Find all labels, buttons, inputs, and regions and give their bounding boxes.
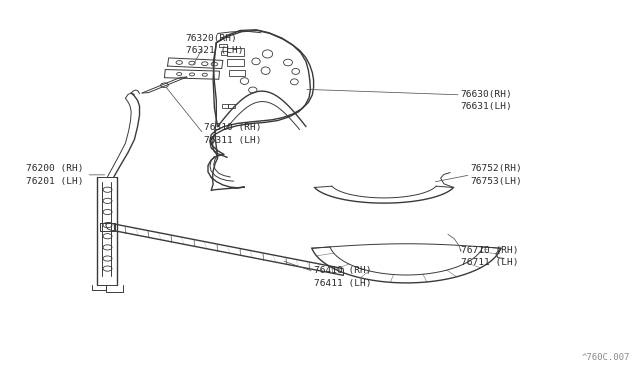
Text: 76200 (RH)
76201 (LH): 76200 (RH) 76201 (LH) [26, 164, 83, 186]
Text: ^760C.007: ^760C.007 [582, 353, 630, 362]
Bar [227, 48, 244, 56]
Bar [228, 104, 235, 108]
Bar [229, 70, 245, 76]
Text: 76710 (RH)
76711 (LH): 76710 (RH) 76711 (LH) [461, 246, 518, 267]
Text: 76410 (RH)
76411 (LH): 76410 (RH) 76411 (LH) [314, 266, 371, 288]
Text: 76630(RH)
76631(LH): 76630(RH) 76631(LH) [461, 90, 513, 111]
Text: 76310 (RH)
76311 (LH): 76310 (RH) 76311 (LH) [204, 123, 261, 145]
Bar [221, 51, 227, 55]
Text: 76752(RH)
76753(LH): 76752(RH) 76753(LH) [470, 164, 522, 186]
Bar [219, 44, 227, 47]
Text: 76320(RH)
76321 (LH): 76320(RH) 76321 (LH) [186, 34, 243, 55]
Bar [222, 104, 228, 108]
Bar [227, 59, 244, 66]
